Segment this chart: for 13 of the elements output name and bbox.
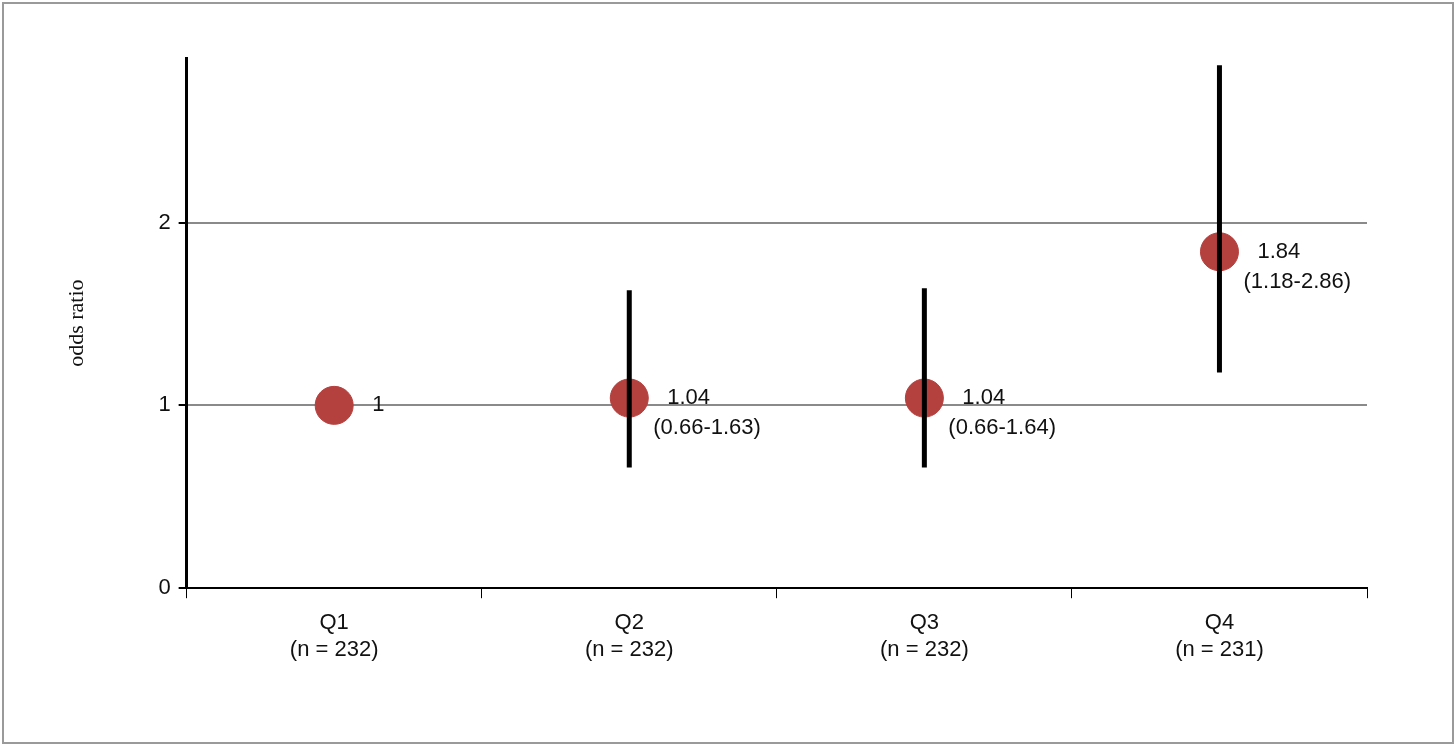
- y-tick-label: 0: [158, 574, 171, 600]
- x-tick-label: Q1 (n = 232): [289, 609, 379, 661]
- x-tick-label: Q2 (n = 232): [584, 609, 674, 661]
- y-tick-label: 1: [158, 391, 171, 417]
- x-tick-label: Q4 (n = 231): [1175, 609, 1264, 661]
- y-tick-label: 2: [158, 208, 171, 234]
- data-label: 1.04 (0.66-1.63): [653, 384, 761, 440]
- data-label: 1.04 (0.66-1.64): [948, 384, 1056, 440]
- data-label: 1: [372, 391, 385, 417]
- data-label: 1.84 (1.18-2.86): [1243, 237, 1352, 293]
- y-axis-title: odds ratio: [62, 279, 88, 367]
- point: [314, 385, 354, 425]
- x-tick-label: Q3 (n = 232): [880, 609, 969, 661]
